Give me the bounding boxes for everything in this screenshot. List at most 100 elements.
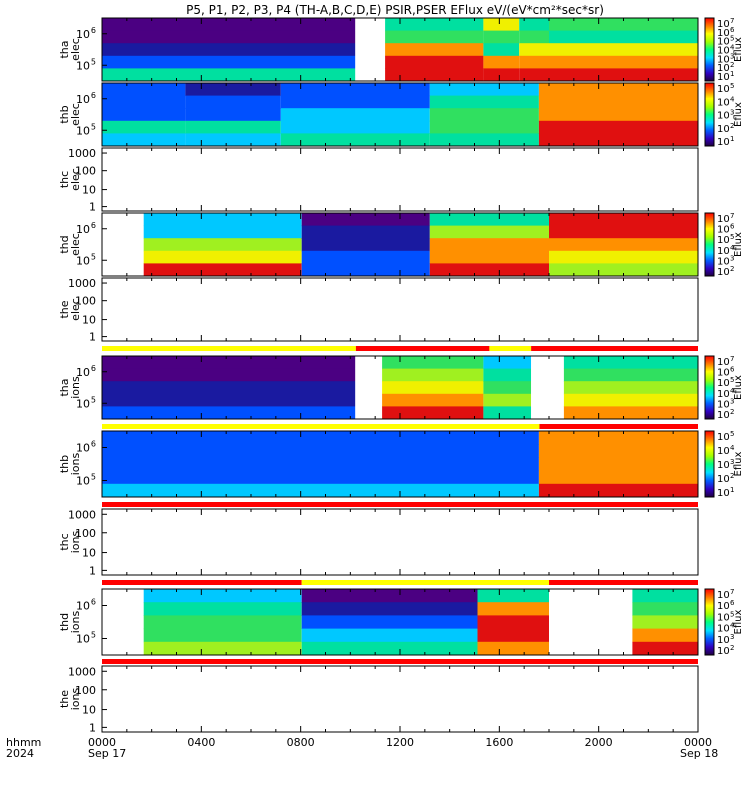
spectrogram-cell: [519, 68, 549, 82]
y-tick-label: 1000: [68, 508, 96, 521]
spectrogram-cell: [143, 589, 302, 603]
y-tick-exponent: 6: [91, 598, 96, 607]
y-tick-label: 10: [76, 633, 90, 646]
spectrogram-cell: [102, 602, 144, 616]
spectrogram-cell: [429, 83, 539, 97]
colorbar-tick-label: 10: [717, 225, 730, 236]
spectrogram-cell: [102, 615, 144, 630]
colorbar-label: Eflux: [733, 232, 744, 257]
colorbar: [704, 355, 715, 420]
mode-flag-segment: [102, 659, 698, 664]
y-tick-label: 10: [76, 475, 90, 488]
colorbar-tick-label: 10: [717, 214, 730, 225]
spectrogram-cell: [301, 615, 478, 630]
spectrogram-cell: [280, 108, 430, 122]
spectrogram-cell: [102, 238, 144, 252]
spectrogram-cell: [563, 356, 698, 370]
colorbar-tick-exponent: 6: [730, 366, 735, 374]
spectrogram-cell: [538, 470, 698, 485]
spectrogram-cell: [102, 225, 144, 239]
spectrogram-cell: [301, 213, 430, 227]
spectrogram-cell: [549, 55, 698, 69]
spectrogram-cell: [280, 120, 430, 134]
spectrogram-cell: [477, 602, 549, 616]
spectrogram-cell: [429, 250, 549, 264]
colorbar-tick-exponent: 4: [730, 95, 735, 103]
colorbar-tick-label: 10: [717, 256, 730, 267]
year-label: 2024: [6, 747, 34, 760]
colorbar-tick-label: 10: [717, 246, 730, 257]
colorbar-tick-label: 10: [717, 612, 730, 623]
spectrogram-cell: [355, 18, 386, 32]
colorbar-tick-exponent: 7: [730, 212, 734, 220]
colorbar-label: Eflux: [733, 37, 744, 62]
spectrogram-cell: [102, 470, 539, 485]
time-tick-label: 0800: [287, 736, 315, 749]
y-tick-exponent: 6: [91, 440, 96, 449]
colorbar-tick-label: 10: [717, 124, 730, 135]
spectrogram-cell: [355, 43, 386, 57]
y-tick-exponent: 5: [91, 57, 96, 66]
colorbar-tick-label: 10: [717, 488, 730, 499]
spectrogram-cell: [382, 381, 484, 395]
panel-frame: [101, 277, 699, 342]
time-tick-label: 2000: [585, 736, 613, 749]
spectrogram-cell: [477, 641, 549, 656]
colorbar-tick-exponent: 3: [730, 397, 734, 405]
panel-label-probe: thd: [58, 613, 71, 631]
colorbar-tick-exponent: 6: [730, 26, 735, 34]
colorbar-tick-exponent: 2: [730, 472, 734, 480]
panel-label-probe: thb: [58, 455, 71, 473]
colorbar-tick-label: 10: [717, 378, 730, 389]
spectrogram-cell: [280, 133, 430, 147]
spectrogram-cell: [549, 238, 698, 252]
spectrogram-cell: [301, 225, 430, 239]
spectrogram-cell: [301, 589, 478, 603]
spectrogram-cell: [355, 406, 383, 420]
colorbar-tick-exponent: 2: [730, 408, 734, 416]
y-tick-exponent: 5: [91, 631, 96, 640]
panel-label-species: ions: [69, 610, 82, 633]
spectrogram-cell: [185, 120, 281, 134]
colorbar-tick-exponent: 5: [730, 430, 734, 438]
time-tick-label: 0400: [187, 736, 215, 749]
y-tick-label: 100: [75, 295, 96, 308]
colorbar-tick-exponent: 7: [730, 355, 734, 363]
spectrogram-cell: [102, 393, 356, 407]
spectrogram-cell: [143, 238, 302, 252]
spectrogram-cell: [355, 393, 383, 407]
spectrogram-cell: [280, 83, 430, 97]
spectrogram-cell: [538, 83, 698, 97]
spectrogram-cell: [519, 55, 549, 69]
spectrogram-cell: [301, 628, 478, 643]
mode-flag-segment: [489, 346, 532, 351]
spectrogram-cell: [563, 381, 698, 395]
spectrogram-cell: [102, 406, 356, 420]
spectrogram-cell: [143, 615, 302, 630]
colorbar-tick-label: 10: [717, 137, 730, 148]
spectrogram-cell: [355, 368, 383, 382]
spectrogram-cell: [538, 444, 698, 458]
colorbar-tick-label: 10: [717, 46, 730, 57]
colorbar-tick-exponent: 5: [730, 376, 734, 384]
figure-title: P5, P1, P2, P3, P4 (TH-A,B,C,D,E) PSIR,P…: [186, 3, 604, 17]
spectrogram-cell: [632, 615, 698, 630]
y-tick-exponent: 6: [91, 364, 96, 373]
y-tick-label: 1000: [68, 665, 96, 678]
y-tick-label: 10: [76, 124, 90, 137]
panel-label-probe: tha: [58, 378, 71, 396]
spectrogram-cell: [143, 213, 302, 227]
y-tick-exponent: 5: [91, 395, 96, 404]
spectrogram-cell: [102, 444, 539, 458]
spectrogram-cell: [143, 628, 302, 643]
spectrogram-cell: [538, 133, 698, 147]
spectrogram-cell: [538, 431, 698, 445]
spectrogram-cell: [185, 133, 281, 147]
colorbar-tick-exponent: 2: [730, 61, 734, 69]
y-tick-label: 10: [76, 223, 90, 236]
spectrogram-cell: [385, 68, 484, 82]
